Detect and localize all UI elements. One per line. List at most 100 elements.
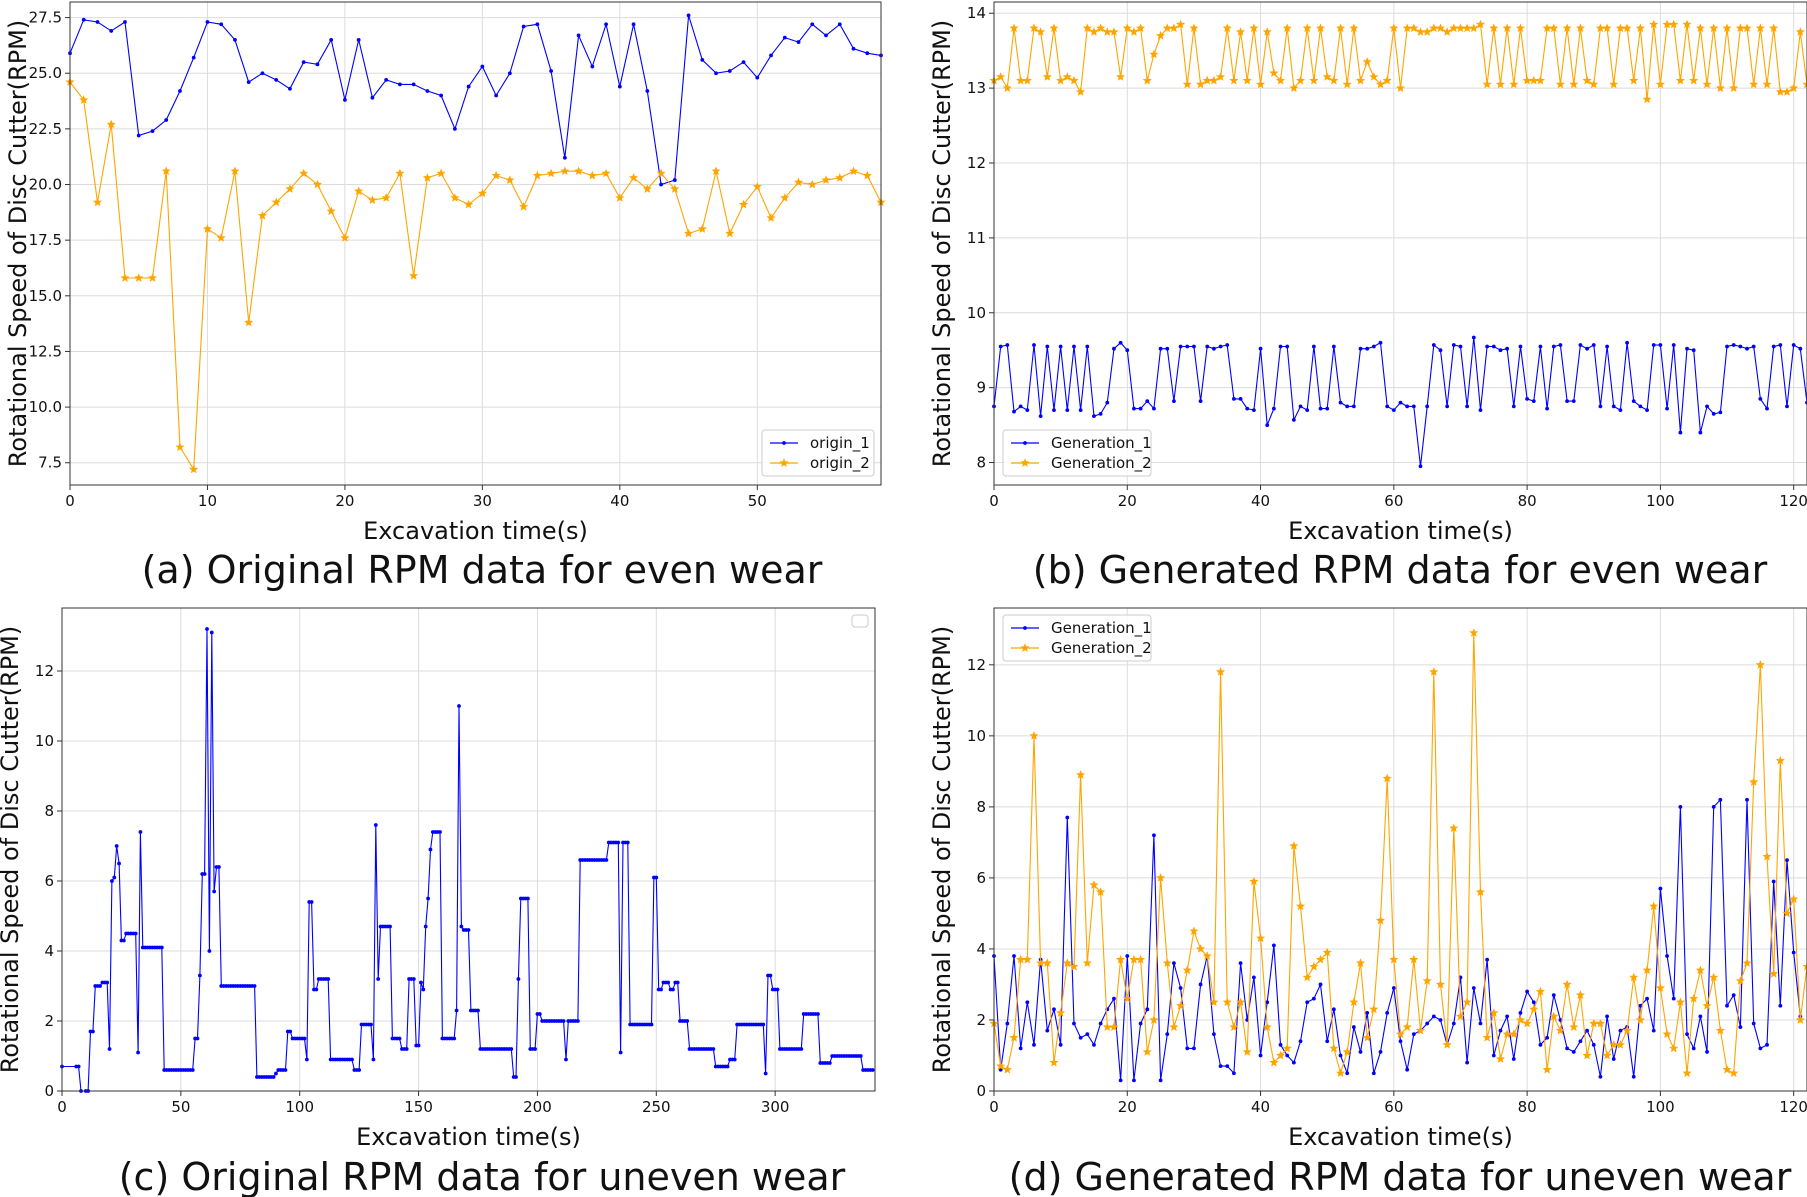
data-point [537, 1012, 542, 1016]
data-point [862, 170, 872, 180]
data-point [1378, 1050, 1383, 1054]
data-point [1662, 1029, 1672, 1039]
legend-swatch-marker [1023, 441, 1027, 445]
data-point [114, 844, 119, 848]
data-point [604, 858, 609, 862]
data-point [1529, 1004, 1539, 1014]
data-point [312, 179, 322, 189]
data-point [1365, 346, 1370, 351]
data-point [1269, 1057, 1279, 1067]
data-point [1615, 23, 1625, 33]
data-point [533, 1047, 537, 1051]
data-point [1665, 954, 1669, 958]
data-point [1056, 75, 1066, 85]
data-point [426, 896, 430, 901]
data-point [134, 273, 144, 282]
data-point [480, 64, 485, 69]
data-point [257, 210, 267, 220]
data-point [207, 949, 212, 953]
data-point [1342, 79, 1352, 89]
data-point [616, 840, 621, 845]
data-point [1551, 344, 1556, 349]
data-point [1689, 993, 1699, 1003]
data-point [1096, 23, 1106, 33]
data-point [1085, 1032, 1090, 1037]
data-point [1422, 27, 1432, 36]
data-point [1571, 1050, 1576, 1054]
data-point [329, 37, 334, 42]
data-point [1682, 19, 1692, 29]
data-point [1102, 1022, 1112, 1031]
data-point [1409, 23, 1419, 33]
data-point [1022, 954, 1032, 964]
data-point [1338, 400, 1343, 405]
data-point [1675, 997, 1685, 1007]
data-point [1112, 996, 1116, 1001]
plot-frame [993, 607, 1807, 1092]
legend-box [761, 429, 875, 477]
data-point [675, 980, 680, 985]
data-point [1249, 23, 1259, 33]
data-point [1735, 976, 1745, 985]
data-point [1531, 399, 1536, 404]
data-point [1509, 1029, 1519, 1039]
data-point [1032, 1042, 1036, 1047]
x-tick-label: 50 [748, 492, 767, 510]
data-point [1655, 79, 1665, 89]
data-point [1595, 1018, 1605, 1028]
data-point [1045, 344, 1050, 349]
data-point [1305, 1000, 1310, 1005]
legend-swatch-marker [1020, 458, 1030, 467]
legend-label: origin_2 [810, 454, 870, 473]
data-point [684, 228, 694, 238]
data-point [107, 1047, 112, 1051]
data-point [1618, 1028, 1623, 1033]
data-point [766, 213, 776, 222]
data-point [1018, 1046, 1023, 1051]
data-point [421, 987, 426, 992]
data-point [782, 35, 787, 40]
data-point [1629, 972, 1639, 982]
data-point [1489, 1008, 1499, 1017]
data-point [1755, 23, 1765, 33]
data-point [371, 1057, 376, 1062]
data-point [105, 980, 110, 985]
data-point [1398, 1039, 1403, 1044]
data-point [1682, 1068, 1692, 1078]
data-point [1678, 804, 1683, 809]
data-point [1622, 23, 1632, 33]
x-tick-label: 100 [285, 1098, 314, 1116]
data-point [1145, 399, 1150, 404]
x-tick-label: 300 [761, 1098, 790, 1116]
data-point [1216, 72, 1226, 81]
data-point [1185, 1046, 1190, 1051]
y-tick-label: 25.0 [29, 64, 62, 82]
data-point [1491, 344, 1496, 349]
data-point [1076, 770, 1086, 779]
data-point [1645, 996, 1649, 1001]
data-point [587, 170, 597, 180]
data-point [654, 875, 659, 880]
data-point [476, 1008, 480, 1013]
data-point [1545, 406, 1550, 411]
data-point [452, 1036, 457, 1041]
data-point [1185, 344, 1190, 349]
data-point [1318, 982, 1323, 987]
data-point [1212, 346, 1216, 351]
data-point [1262, 27, 1272, 36]
data-point [1196, 944, 1206, 953]
data-point [1638, 1003, 1643, 1008]
data-point [1176, 19, 1186, 29]
data-point [1655, 983, 1665, 992]
data-point [138, 830, 143, 834]
data-point [1522, 75, 1532, 85]
data-point [1282, 23, 1292, 33]
data-point [1529, 75, 1539, 85]
data-point [1109, 27, 1119, 36]
data-point [1209, 997, 1219, 1007]
x-tick-label: 40 [1251, 492, 1270, 510]
data-point [1072, 1021, 1076, 1026]
data-point [827, 1061, 832, 1065]
data-point [1631, 399, 1636, 404]
data-point [178, 89, 182, 93]
